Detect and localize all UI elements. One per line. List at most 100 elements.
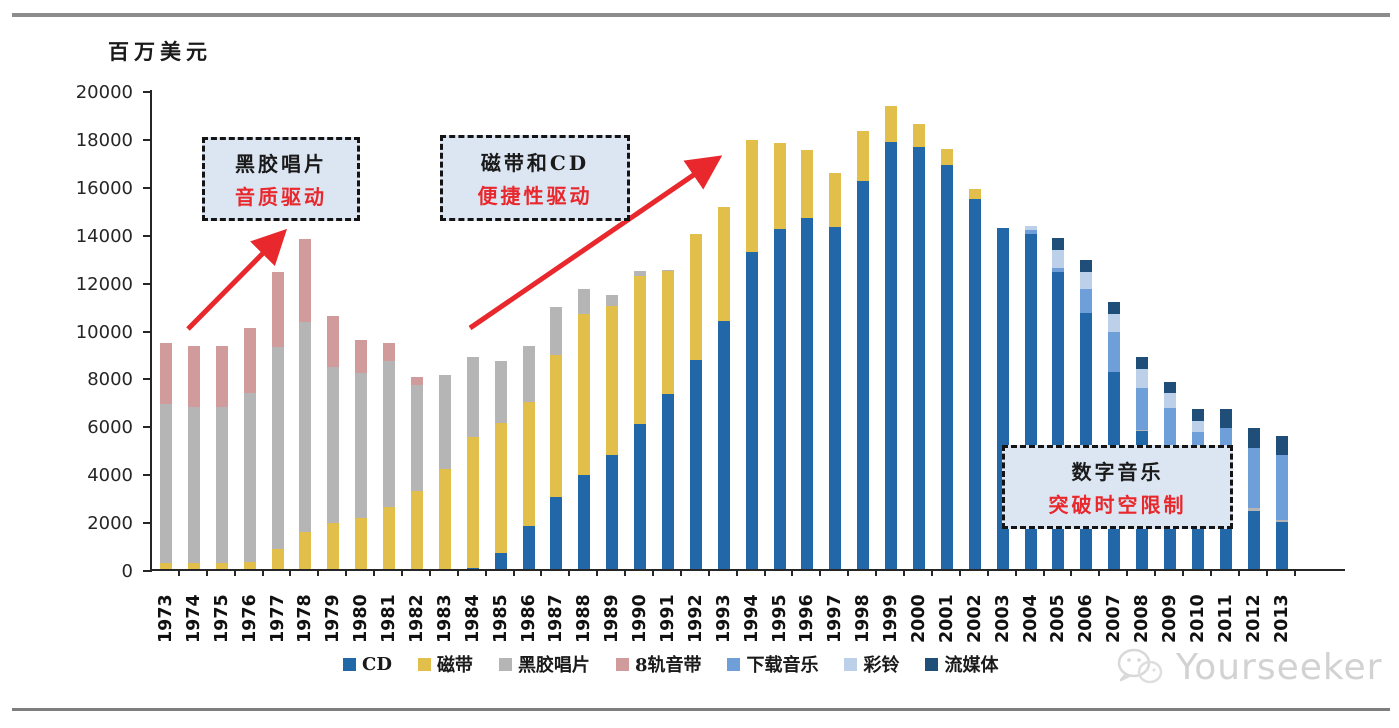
bar-slot-1975: 1975 — [208, 90, 236, 643]
bar-segment-彩铃 — [1080, 271, 1093, 289]
legend-swatch — [925, 657, 939, 671]
bar-segment-CD — [801, 218, 814, 569]
y-tick — [143, 186, 152, 189]
bar-1975 — [215, 90, 228, 569]
bar-segment-磁带 — [745, 139, 758, 253]
bar-segment-下载音乐 — [1247, 447, 1260, 509]
bar-segment-CD — [606, 455, 619, 569]
bar-1992 — [689, 90, 702, 569]
x-tick — [261, 570, 264, 576]
x-tick-label: 1988 — [574, 594, 595, 643]
bar-segment-磁带 — [689, 233, 702, 360]
bar-1974 — [187, 90, 200, 569]
y-tick-label: 16000 — [75, 177, 133, 199]
bar-segment-黑胶唱片 — [1247, 508, 1260, 512]
bar-segment-磁带 — [410, 490, 423, 569]
bar-slot-1992: 1992 — [682, 90, 710, 643]
bar-1994 — [745, 90, 758, 569]
y-tick-label: 0 — [121, 561, 133, 582]
x-tick — [233, 570, 236, 576]
bar-segment-8轨音带 — [299, 239, 312, 323]
x-tick — [735, 570, 738, 576]
bar-segment-CD — [912, 147, 925, 569]
bar-slot-1978: 1978 — [291, 90, 320, 643]
bar-segment-磁带 — [661, 270, 674, 395]
x-tick — [1237, 570, 1240, 576]
callout-digital-title: 数字音乐 — [1071, 460, 1164, 484]
bar-2002 — [968, 90, 981, 569]
y-tick — [143, 91, 152, 93]
x-tick-label: 2008 — [1132, 594, 1153, 643]
bar-1981 — [383, 90, 396, 569]
bar-2013 — [1275, 90, 1288, 569]
x-tick — [819, 570, 822, 576]
legend-label: 彩铃 — [863, 655, 900, 676]
bar-segment-下载音乐 — [1024, 230, 1037, 234]
y-tick-label: 18000 — [75, 129, 133, 151]
x-tick — [1098, 570, 1101, 576]
x-tick — [289, 570, 292, 576]
bar-segment-8轨音带 — [159, 343, 172, 405]
y-tick — [143, 282, 152, 285]
x-tick-label: 1982 — [406, 594, 427, 643]
top-divider — [12, 13, 1390, 17]
x-tick-label: 1994 — [741, 594, 762, 643]
bar-segment-彩铃 — [1164, 393, 1176, 408]
x-tick-label: 2002 — [964, 594, 985, 643]
bar-segment-磁带 — [801, 149, 814, 219]
bar-slot-2001: 2001 — [933, 90, 961, 643]
bars-container: 1973 1974 1975 1976 1977 1978 1979 1980 1981 1982… — [152, 90, 1296, 643]
x-tick-label: 2010 — [1187, 594, 1208, 643]
bar-segment-磁带 — [494, 423, 507, 553]
x-tick-label: 1996 — [797, 594, 818, 643]
bar-segment-磁带 — [634, 275, 647, 425]
bar-slot-1999: 1999 — [877, 90, 906, 643]
x-tick-label: 1998 — [853, 594, 874, 643]
x-tick — [1293, 570, 1296, 576]
x-tick-label: 1991 — [657, 594, 678, 643]
callout-vinyl-subtitle: 音质驱动 — [235, 185, 327, 209]
x-tick — [540, 570, 543, 576]
callout-digital-subtitle: 突破时空限制 — [1048, 493, 1187, 517]
bar-slot-1980: 1980 — [347, 90, 376, 643]
x-tick — [847, 570, 850, 576]
bar-segment-黑胶唱片 — [522, 346, 535, 402]
bar-slot-1998: 1998 — [849, 90, 878, 643]
bar-segment-磁带 — [940, 149, 953, 165]
bar-segment-黑胶唱片 — [383, 360, 396, 507]
bar-slot-2012: 2012 — [1240, 90, 1268, 643]
bar-segment-CD — [1275, 522, 1288, 569]
bar-segment-8轨音带 — [187, 346, 200, 407]
bar-segment-磁带 — [299, 532, 312, 569]
bar-slot-1993: 1993 — [710, 90, 738, 643]
bar-1999 — [885, 90, 898, 569]
y-tick-label: 10000 — [75, 321, 133, 343]
legend-swatch — [615, 657, 629, 671]
bar-2000 — [912, 90, 925, 569]
x-tick-label: 1981 — [379, 594, 400, 643]
bar-segment-磁带 — [550, 354, 563, 497]
x-tick — [1181, 570, 1184, 576]
bar-slot-1979: 1979 — [319, 90, 348, 643]
bar-slot-1974: 1974 — [180, 90, 208, 643]
bar-segment-8轨音带 — [383, 343, 396, 361]
x-tick — [958, 570, 961, 576]
x-tick — [986, 570, 989, 576]
bar-segment-磁带 — [327, 523, 340, 569]
bar-segment-磁带 — [522, 401, 535, 526]
y-tick — [143, 474, 152, 477]
x-tick — [652, 570, 655, 576]
x-tick — [679, 570, 682, 576]
bar-segment-CD — [522, 525, 535, 569]
x-tick-label: 1974 — [183, 594, 204, 643]
x-tick — [930, 570, 933, 576]
y-tick-label: 2000 — [87, 513, 133, 535]
bar-segment-CD — [1080, 312, 1093, 569]
bar-segment-CD — [968, 198, 981, 569]
bar-segment-黑胶唱片 — [550, 307, 563, 355]
x-tick — [1154, 570, 1157, 576]
bar-1980 — [355, 90, 368, 569]
bar-segment-磁带 — [438, 468, 451, 569]
bar-segment-磁带 — [187, 562, 200, 569]
x-tick — [205, 570, 208, 576]
